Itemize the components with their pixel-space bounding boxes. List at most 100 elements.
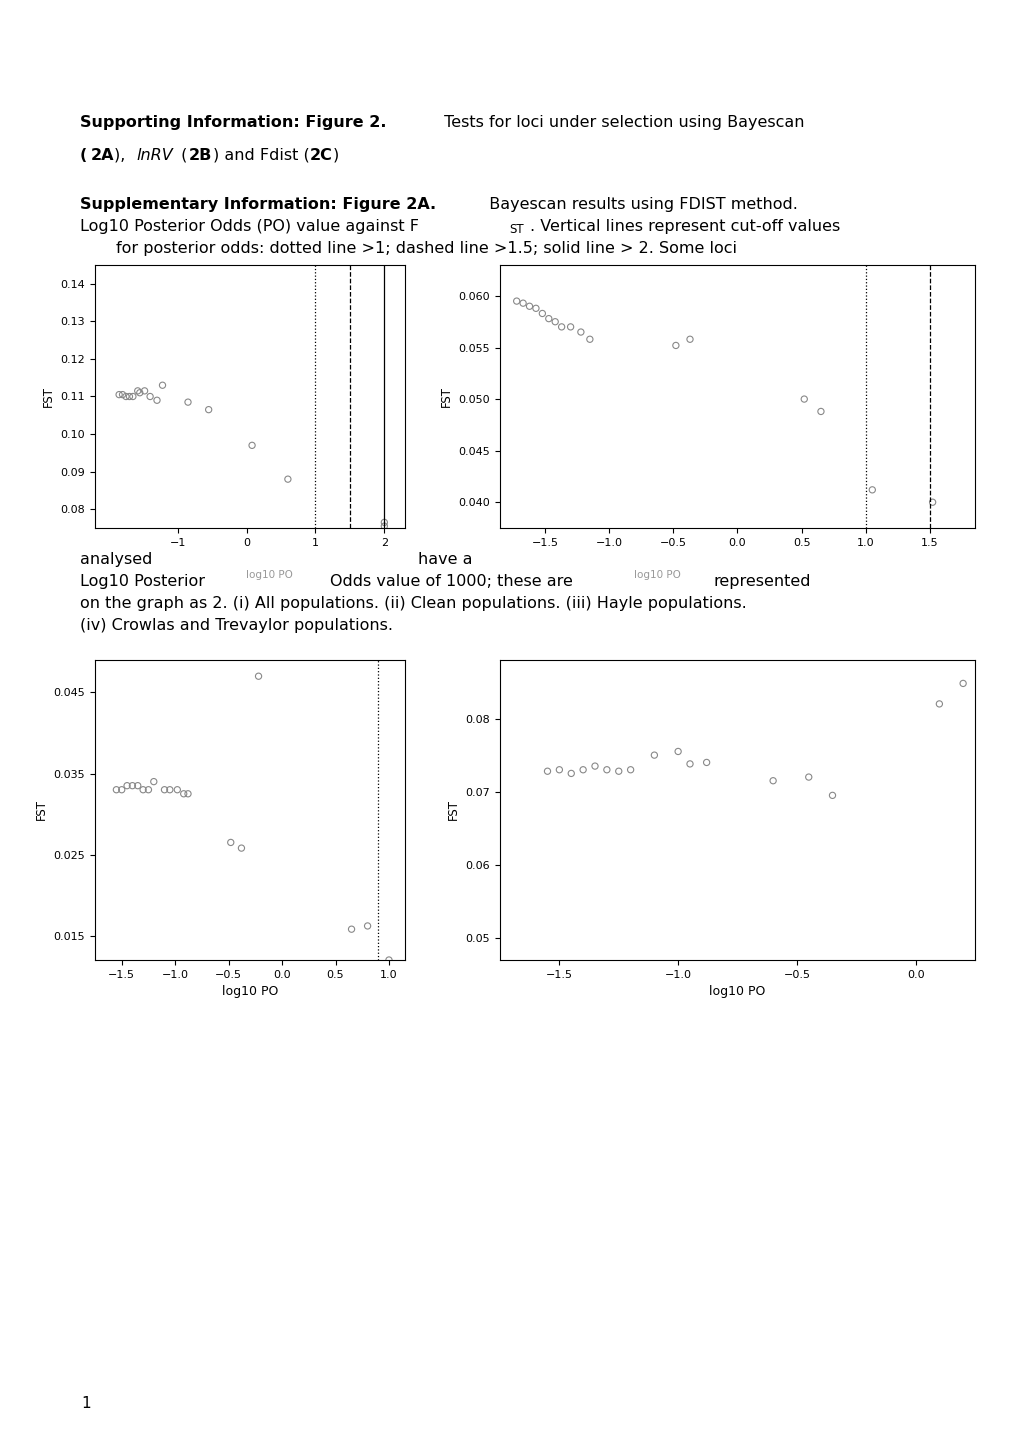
Point (681, 752, 697, 775)
Point (598, 758, 614, 781)
Point (521, 294, 537, 317)
Point (244, 434, 260, 457)
Point (175, 782, 192, 805)
Text: on the graph as 2. (i) All populations. (ii) Clean populations. (iii) Hayle popu: on the graph as 2. (i) All populations. … (79, 596, 746, 610)
Y-axis label: FST: FST (446, 799, 460, 821)
Text: Bayescan results using FDIST method.: Bayescan results using FDIST method. (478, 198, 797, 212)
Text: . Vertical lines represent cut-off values: . Vertical lines represent cut-off value… (529, 219, 840, 234)
Point (124, 773, 141, 797)
Point (954, 672, 970, 696)
Text: lnRV: lnRV (136, 149, 172, 163)
Point (149, 388, 165, 411)
Text: 2C: 2C (309, 149, 332, 163)
Point (108, 778, 124, 801)
Point (764, 769, 781, 792)
Text: Log10 Posterior: Log10 Posterior (79, 574, 205, 589)
Point (646, 743, 662, 766)
Text: have a: have a (418, 553, 472, 567)
Text: 2B: 2B (189, 149, 212, 163)
Point (930, 693, 947, 716)
Point (376, 511, 392, 534)
Point (581, 328, 597, 351)
Point (527, 297, 543, 320)
Point (156, 778, 172, 801)
Text: represented: represented (713, 574, 811, 589)
Point (546, 310, 562, 333)
Text: log10 PO: log10 PO (246, 570, 292, 580)
Point (131, 381, 148, 404)
Y-axis label: FST: FST (35, 799, 48, 821)
Point (539, 759, 555, 782)
Point (129, 380, 146, 403)
Point (681, 328, 697, 351)
Text: (: ( (79, 149, 88, 163)
Point (562, 762, 579, 785)
Text: Log10 Posterior Odds (PO) value against F: Log10 Posterior Odds (PO) value against … (79, 219, 419, 234)
X-axis label: log10 PO: log10 PO (708, 986, 765, 999)
Point (222, 831, 238, 854)
Y-axis label: FST: FST (439, 385, 452, 407)
Point (515, 291, 531, 315)
Point (161, 778, 177, 801)
Point (137, 380, 153, 403)
Point (119, 773, 136, 797)
Point (575, 758, 591, 781)
Text: analysed: analysed (79, 553, 152, 567)
Point (553, 316, 570, 339)
Point (667, 333, 684, 356)
Point (250, 665, 266, 688)
Point (669, 740, 686, 763)
Point (550, 758, 567, 781)
Point (923, 491, 940, 514)
Point (376, 515, 392, 538)
Point (534, 302, 550, 325)
Text: ): ) (332, 149, 339, 163)
Point (800, 766, 816, 789)
Point (508, 290, 525, 313)
Point (343, 918, 360, 941)
Point (179, 782, 196, 805)
Point (380, 948, 396, 971)
Point (121, 385, 138, 408)
Point (124, 385, 141, 408)
Point (154, 374, 170, 397)
Point (359, 915, 375, 938)
Text: for posterior odds: dotted line >1; dashed line >1.5; solid line > 2. Some loci: for posterior odds: dotted line >1; dash… (115, 241, 736, 255)
Point (201, 398, 217, 421)
Text: (: ( (175, 149, 187, 163)
Point (586, 755, 602, 778)
Y-axis label: FST: FST (42, 385, 55, 407)
Text: log10 PO: log10 PO (634, 570, 681, 580)
Point (795, 388, 811, 411)
Point (610, 759, 627, 782)
Text: (iv) Crowlas and Trevaylor populations.: (iv) Crowlas and Trevaylor populations. (79, 618, 392, 633)
Point (141, 778, 157, 801)
Text: ) and Fdist (: ) and Fdist ( (212, 149, 309, 163)
Text: ),: ), (113, 149, 130, 163)
Point (146, 771, 162, 794)
Point (113, 778, 129, 801)
Text: 1: 1 (82, 1397, 91, 1411)
Point (698, 750, 714, 773)
Text: Supplementary Information: Figure 2A.: Supplementary Information: Figure 2A. (79, 198, 436, 212)
Text: Supporting Information: Figure 2.: Supporting Information: Figure 2. (79, 115, 386, 130)
Point (129, 773, 146, 797)
Point (561, 316, 578, 339)
Point (118, 385, 135, 408)
Point (233, 837, 250, 860)
Text: 2A: 2A (91, 149, 114, 163)
Point (812, 400, 828, 423)
Point (863, 478, 879, 501)
Point (540, 307, 556, 330)
Point (279, 468, 296, 491)
Point (169, 778, 185, 801)
Point (572, 320, 588, 343)
Point (135, 778, 151, 801)
Point (142, 385, 158, 408)
Point (823, 784, 840, 807)
Point (114, 382, 130, 405)
Point (179, 391, 196, 414)
X-axis label: log10 PO: log10 PO (221, 986, 278, 999)
Point (622, 758, 638, 781)
Text: ST: ST (508, 224, 524, 237)
